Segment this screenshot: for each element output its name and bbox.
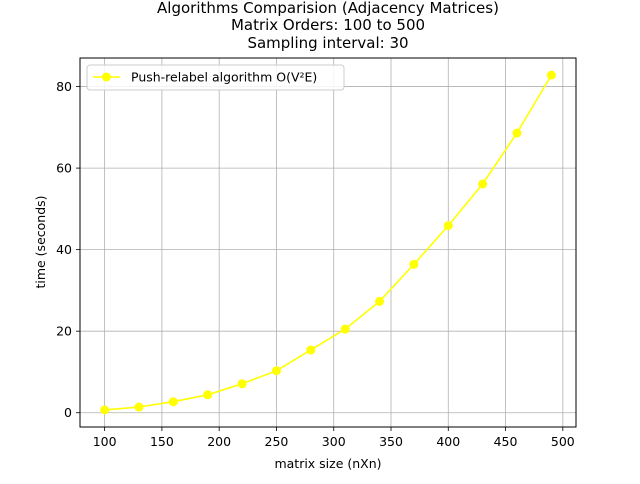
data-point [237, 379, 247, 389]
y-tick-label: 40 [56, 242, 72, 257]
x-tick-label: 200 [207, 434, 231, 449]
legend-box [86, 64, 345, 91]
legend-marker [102, 72, 111, 82]
x-axis-label: matrix size (nXn) [274, 456, 381, 471]
x-tick-label: 350 [379, 434, 403, 449]
y-axis-label: time (seconds) [33, 195, 48, 288]
data-point [134, 402, 144, 412]
data-point [306, 345, 316, 355]
chart-title-line-3: Sampling interval: 30 [247, 34, 409, 52]
x-axis: 100 150 200 250 300 350 400 450 500 [93, 427, 575, 449]
data-point [512, 128, 522, 138]
x-tick-label: 500 [551, 434, 575, 449]
x-tick-label: 150 [150, 434, 174, 449]
series-line [104, 74, 553, 411]
chart-title-line-2: Matrix Orders: 100 to 500 [230, 16, 426, 34]
x-tick-label: 100 [93, 434, 117, 449]
chart-title-line-1: Algorithms Comparision (Adjacency Matric… [157, 0, 499, 17]
x-tick-label: 300 [322, 434, 346, 449]
x-tick-label: 450 [494, 434, 518, 449]
plot-area-frame [79, 57, 577, 428]
data-point [375, 296, 385, 306]
y-tick-label: 60 [56, 161, 72, 176]
y-tick-label: 0 [64, 405, 72, 420]
x-tick-label: 250 [265, 434, 289, 449]
data-point [409, 259, 419, 269]
data-point [546, 70, 556, 80]
data-point [100, 405, 110, 415]
data-point [478, 179, 488, 189]
data-point [203, 390, 213, 400]
y-tick-label: 80 [56, 79, 72, 94]
series-layer [100, 70, 556, 415]
y-tick-label: 20 [56, 324, 72, 339]
data-point [168, 397, 178, 407]
data-point [271, 366, 281, 376]
data-point [340, 324, 350, 334]
grid [80, 58, 576, 427]
legend-label: Push-relabel algorithm O(V²E) [131, 70, 317, 85]
legend: Push-relabel algorithm O(V²E) [86, 64, 345, 91]
data-point [443, 221, 453, 231]
x-tick-label: 400 [436, 434, 460, 449]
y-axis: 0 20 40 60 80 [56, 79, 80, 420]
